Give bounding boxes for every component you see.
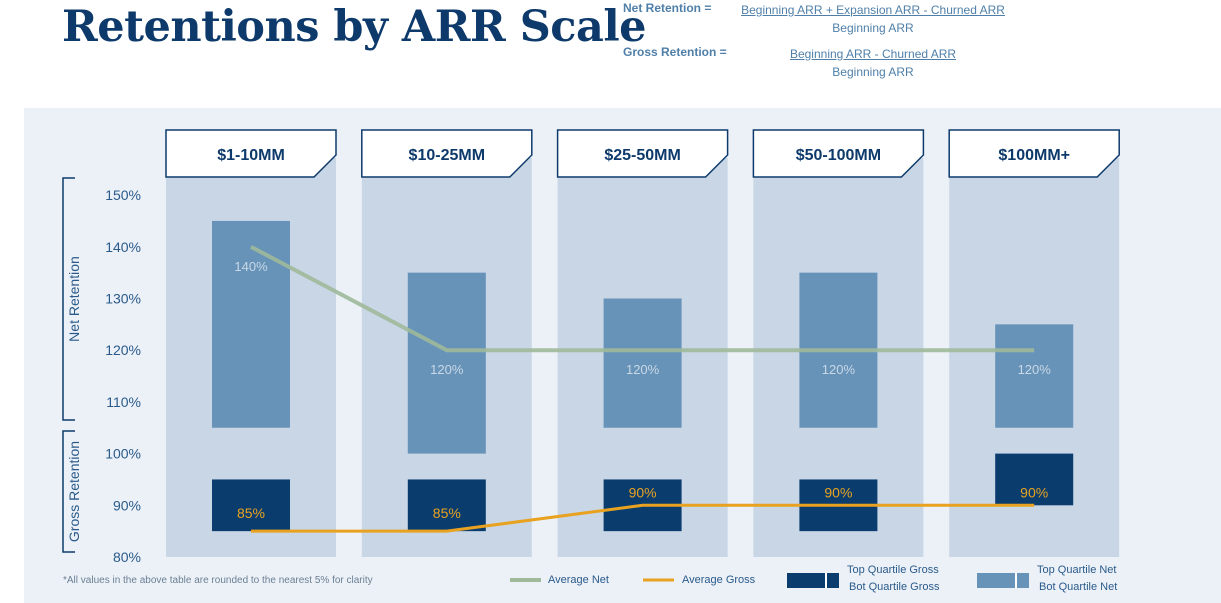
legend-net-bot-label: Bot Quartile Net (1039, 581, 1117, 593)
average-net-data-label-2: 120% (430, 362, 464, 377)
legend-net-quartile-swatch (977, 573, 1029, 588)
category-header-box-2 (361, 129, 533, 178)
gross-retention-denominator: Beginning ARR (832, 65, 914, 79)
average-net-data-label-1: 140% (234, 259, 268, 274)
legend-gross-top-label: Top Quartile Gross (847, 564, 939, 576)
gross-retention-numerator: Beginning ARR - Churned ARR (789, 47, 957, 61)
legend-average-net-label: Average Net (548, 574, 609, 586)
gross-retention-formula-label: Gross Retention = (623, 45, 727, 59)
axis-group-label-2: Gross Retention (66, 441, 82, 542)
gross-quartile-bar-5 (995, 453, 1074, 506)
average-gross-data-label-3: 90% (629, 484, 657, 500)
y-tick-label: 140% (105, 239, 141, 255)
category-label-1: $1-10MM (217, 147, 285, 164)
legend-average-gross-label: Average Gross (682, 574, 756, 586)
y-tick-label: 120% (105, 342, 141, 358)
average-gross-data-label-1: 85% (237, 505, 265, 521)
average-net-line (250, 245, 1035, 353)
average-net-data-label-5: 120% (1018, 362, 1052, 377)
net-quartile-bar-5 (995, 324, 1074, 428)
category-label-2: $10-25MM (409, 147, 485, 164)
footnote: *All values in the above table are round… (63, 575, 373, 586)
average-gross-data-label-5: 90% (1020, 484, 1048, 500)
gross-quartile-bar-2 (407, 479, 486, 532)
net-quartile-bar-1 (212, 220, 290, 428)
axis-group-bracket-2 (62, 430, 75, 553)
legend-gross-quartile-swatch (787, 573, 839, 588)
net-retention-formula: Net Retention = Beginning ARR + Expansio… (623, 1, 1043, 41)
average-gross-data-label-4: 90% (824, 484, 852, 500)
category-header-box-5 (948, 129, 1120, 178)
net-quartile-bar-3 (603, 298, 682, 428)
y-tick-label: 80% (113, 549, 141, 565)
net-quartile-bar-2 (407, 272, 486, 454)
category-label-4: $50-100MM (796, 147, 881, 164)
average-net-data-label-3: 120% (626, 362, 660, 377)
net-retention-denominator: Beginning ARR (832, 21, 914, 35)
y-tick-label: 110% (106, 394, 141, 410)
page-title: Retentions by ARR Scale (62, 2, 647, 52)
gross-retention-formula: Gross Retention = Beginning ARR - Churne… (623, 45, 1043, 85)
category-label-5: $100MM+ (998, 147, 1070, 164)
net-retention-formula-label: Net Retention = (623, 1, 712, 15)
legend-net-top-label: Top Quartile Net (1037, 564, 1116, 576)
gross-retention-fraction: Beginning ARR - Churned ARR Beginning AR… (788, 45, 958, 81)
net-retention-numerator: Beginning ARR + Expansion ARR - Churned … (741, 3, 1005, 17)
average-net-data-label-4: 120% (822, 362, 856, 377)
y-tick-label: 100% (105, 446, 141, 462)
category-header-box-4 (752, 129, 925, 178)
category-header-box-1 (165, 129, 337, 178)
axis-group-label-1: Net Retention (66, 256, 82, 342)
legend-gross-bot-label: Bot Quartile Gross (849, 581, 940, 593)
y-tick-label: 150% (105, 187, 141, 203)
net-retention-fraction: Beginning ARR + Expansion ARR - Churned … (738, 1, 1008, 37)
y-tick-label: 90% (113, 497, 141, 513)
category-label-3: $25-50MM (604, 147, 680, 164)
axis-group-bracket-1 (62, 177, 75, 421)
y-tick-label: 130% (105, 291, 141, 307)
average-gross-data-label-2: 85% (433, 505, 461, 521)
gross-quartile-bar-1 (212, 479, 290, 532)
category-header-box-3 (556, 129, 729, 178)
average-gross-line (251, 503, 1035, 533)
